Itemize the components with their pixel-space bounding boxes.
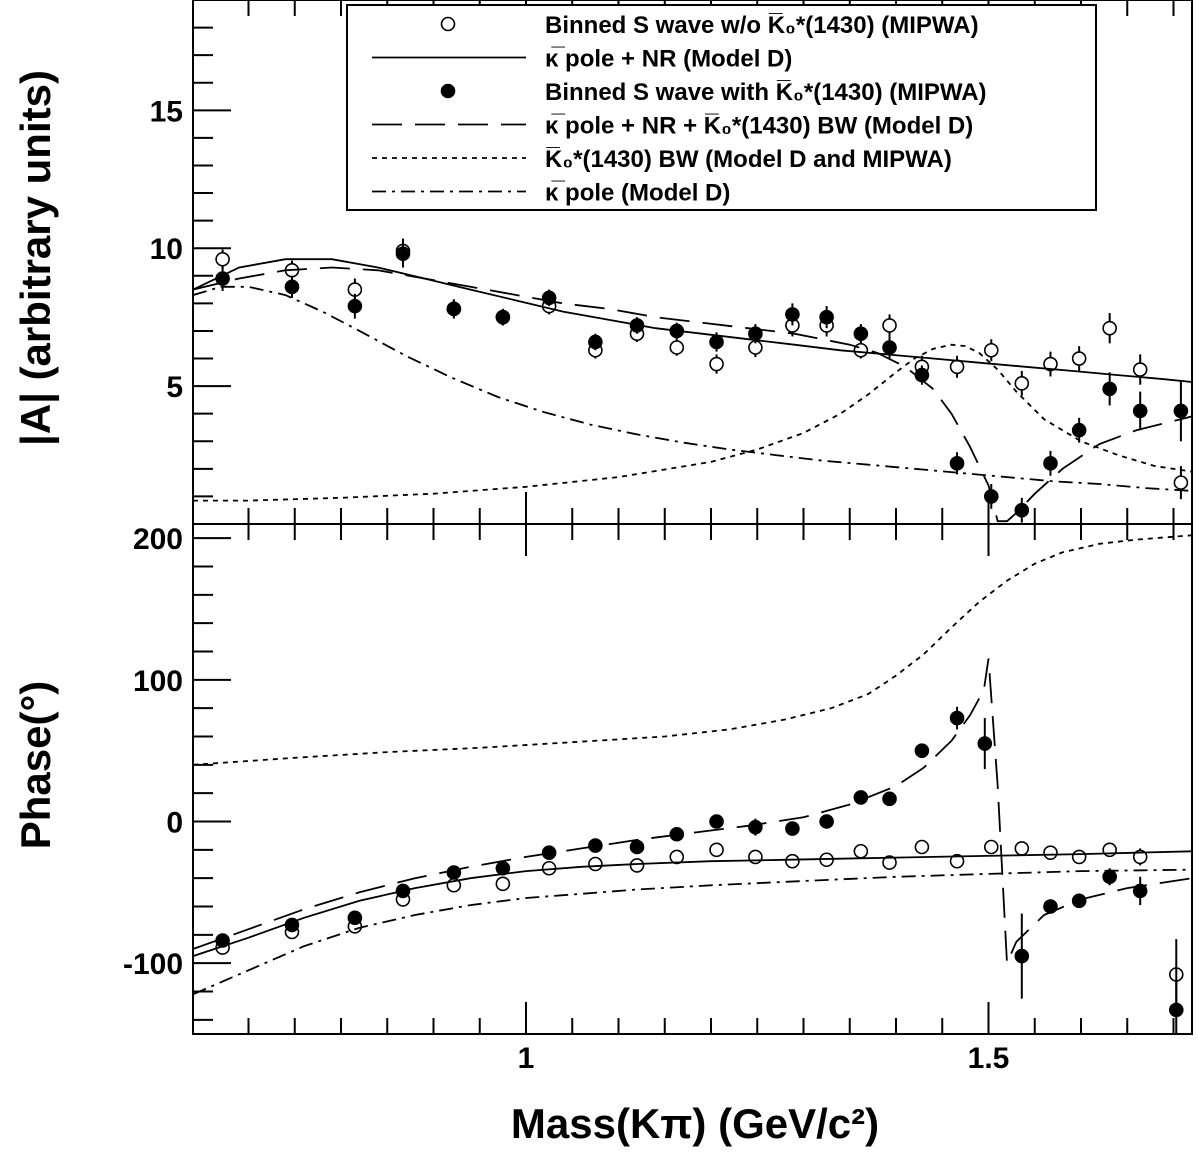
legend-label: κ̅ pole + NR + K̅₀*(1430) BW (Model D) — [545, 113, 973, 140]
data-point — [748, 849, 763, 865]
amplitude-long-dash-curve — [193, 266, 1192, 523]
data-point — [1168, 1002, 1184, 1018]
data-point — [395, 246, 411, 262]
data-point — [914, 743, 930, 758]
data-point — [983, 342, 999, 358]
data-point — [949, 359, 965, 375]
amplitude-short-dash-curve — [193, 343, 1192, 502]
data-point — [709, 842, 724, 858]
data-point — [709, 814, 724, 829]
amplitude-y-tick-label: 15 — [150, 95, 183, 128]
data-point — [1102, 320, 1117, 336]
amplitude-dash-dot-curve — [193, 285, 1192, 492]
data-point — [1014, 376, 1030, 391]
data-point — [1043, 456, 1058, 471]
legend-marker — [440, 83, 456, 99]
data-point — [819, 309, 834, 325]
legend: Binned S wave w/o K̅₀*(1430) (MIPWA) κ̅ p… — [346, 4, 1097, 211]
data-point — [495, 876, 511, 892]
amplitude-y-tick-label: 5 — [166, 371, 183, 404]
phase-frame — [192, 523, 1193, 1035]
data-point — [914, 839, 930, 855]
amplitude-y-tick-label: 10 — [150, 233, 183, 266]
data-point — [1043, 356, 1058, 372]
data-point — [1102, 381, 1117, 397]
data-point — [1132, 883, 1148, 899]
data-point — [949, 456, 965, 471]
data-point — [1014, 841, 1030, 856]
x-axis-title: Mass(Kπ) (GeV/c²) — [511, 1100, 879, 1147]
amplitude-filled-marker-series — [215, 239, 1189, 523]
data-point — [1071, 422, 1087, 438]
data-point — [983, 839, 999, 855]
data-point — [1014, 948, 1030, 964]
phase-filled-marker-series — [215, 706, 1184, 1034]
data-point — [588, 334, 603, 350]
data-point — [949, 853, 965, 869]
data-point — [882, 318, 897, 333]
data-point — [1102, 869, 1117, 885]
data-point — [1071, 849, 1087, 865]
data-point — [588, 856, 603, 872]
data-point — [1071, 351, 1087, 366]
data-point — [495, 309, 511, 325]
data-point — [709, 356, 724, 372]
data-point — [284, 279, 300, 295]
data-point — [1173, 403, 1189, 419]
data-point — [882, 791, 897, 807]
legend-label: κ̅ pole (Model D) — [545, 180, 730, 207]
data-point — [882, 855, 897, 870]
legend-label: K̅₀*(1430) BW (Model D and MIPWA) — [545, 146, 952, 173]
data-point — [853, 843, 869, 859]
data-point — [853, 342, 869, 358]
data-point — [347, 298, 363, 314]
data-point — [748, 819, 763, 835]
phase-y-tick-label: 100 — [133, 665, 183, 698]
data-point — [446, 865, 462, 880]
legend-label: κ̅ pole + NR (Model D) — [545, 46, 792, 73]
y-axis-title-amplitude: |A| (arbitrary units) — [12, 70, 60, 446]
phase-solid-curve — [193, 850, 1192, 957]
data-point — [629, 839, 645, 855]
amplitude-solid-curve — [193, 258, 1192, 383]
phase-y-tick-label: -100 — [123, 948, 183, 981]
data-point — [819, 814, 834, 829]
phase-y-tick-label: 0 — [166, 807, 183, 840]
data-point — [853, 326, 869, 342]
x-tick-label: 1.5 — [968, 1042, 1010, 1075]
data-point — [1132, 849, 1148, 865]
data-point — [446, 301, 462, 317]
data-point — [977, 736, 993, 751]
data-point — [785, 307, 800, 322]
data-point — [215, 251, 230, 267]
data-point — [347, 910, 363, 926]
phase-panel: -100 0 100 200 1 1.5 — [123, 523, 1193, 1075]
data-point — [629, 858, 645, 873]
x-tick-label: 1 — [518, 1042, 535, 1075]
data-point — [669, 849, 685, 865]
data-point — [1132, 403, 1148, 419]
legend-box — [346, 4, 1097, 211]
phase-y-tick-label: 200 — [133, 523, 183, 556]
data-point — [1043, 845, 1058, 860]
data-point — [1014, 502, 1030, 518]
phase-short-dash-curve — [193, 534, 1192, 766]
y-axis-title-phase: Phase(°) — [12, 681, 59, 850]
legend-label: Binned S wave w/o K̅₀*(1430) (MIPWA) — [545, 12, 979, 39]
legend-marker — [440, 16, 456, 32]
data-point — [1132, 362, 1148, 377]
data-point — [785, 853, 800, 869]
data-point — [785, 821, 800, 836]
phase-long-dash-curve — [193, 658, 1192, 964]
amplitude-panel: 5 10 15 — [150, 0, 1193, 525]
data-point — [669, 340, 685, 355]
data-point — [709, 334, 724, 350]
data-point — [882, 340, 897, 355]
data-point — [1173, 475, 1189, 490]
data-point — [949, 710, 965, 726]
legend-label: Binned S wave with K̅₀*(1430) (MIPWA) — [545, 79, 987, 106]
